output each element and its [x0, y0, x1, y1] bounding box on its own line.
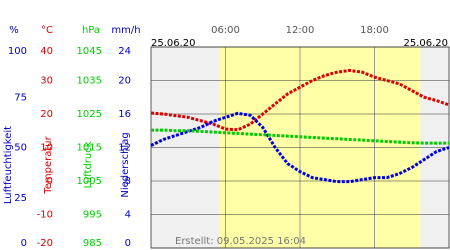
y-tick-label: 1005: [77, 176, 102, 187]
axis-unit: °C: [41, 25, 53, 36]
axis-title: Luftfeuchtigkeit: [3, 126, 14, 204]
y-tick-label: 20: [118, 76, 131, 87]
y-tick-label: 24: [118, 46, 131, 57]
y-tick-label: 0: [21, 238, 27, 249]
y-tick-label: 75: [14, 92, 27, 103]
y-tick-label: 4: [125, 210, 131, 221]
axis-unit: hPa: [82, 25, 100, 36]
data-line: [150, 111, 450, 184]
date-right: 25.06.20: [403, 38, 448, 49]
y-tick-label: 995: [83, 210, 102, 221]
y-tick-label: 10: [40, 143, 53, 154]
footer: Erstellt: 09.05.2025 16:04: [175, 236, 306, 247]
y-tick-label: 25: [14, 193, 27, 204]
y-tick-label: 16: [118, 109, 131, 120]
y-tick-label: 100: [8, 46, 27, 57]
date-left: 25.06.20: [151, 38, 196, 49]
axis-unit: %: [9, 25, 19, 36]
y-tick-label: 1045: [77, 46, 102, 57]
x-tick-label: 12:00: [286, 25, 315, 36]
y-tick-label: -20: [37, 238, 53, 249]
y-tick-label: 8: [125, 176, 131, 187]
y-tick-label: 50: [14, 143, 27, 154]
axis-title: Niederschlag: [120, 132, 131, 197]
y-tick-label: 40: [40, 46, 53, 57]
x-tick-label: 06:00: [211, 25, 240, 36]
y-tick-label: 0: [125, 238, 131, 249]
y-tick-label: 30: [40, 76, 53, 87]
y-tick-label: -10: [37, 210, 53, 221]
y-tick-label: 1025: [77, 109, 102, 120]
y-tick-label: 1015: [77, 143, 102, 154]
axis-title: Luftdruck: [83, 141, 94, 188]
y-tick-label: 0: [47, 176, 53, 187]
y-tick-label: 985: [83, 238, 102, 249]
x-tick-label: 18:00: [360, 25, 389, 36]
y-tick-label: 20: [40, 109, 53, 120]
y-tick-label: 12: [118, 143, 131, 154]
data-line: [151, 128, 449, 145]
data-line: [150, 68, 450, 132]
axis-title: Temperatur: [43, 135, 54, 194]
axis-unit: mm/h: [111, 25, 140, 36]
y-tick-label: 1035: [77, 76, 102, 87]
